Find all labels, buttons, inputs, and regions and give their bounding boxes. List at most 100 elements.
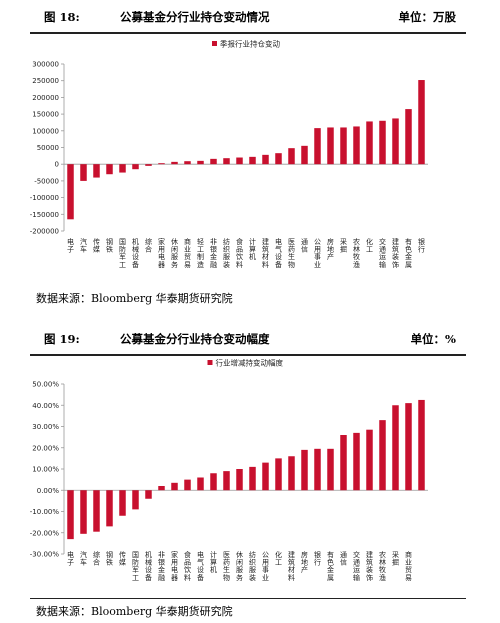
x-category-label: 采掘 [340,237,347,254]
x-category-label: 银行 [314,550,321,567]
bar [405,403,412,491]
x-category-label: 食品饮料 [184,550,191,582]
x-category-label: 计算机 [249,237,256,261]
y-tick-label: 20.00% [32,444,59,452]
bar [314,448,321,491]
bar [392,405,399,491]
figure-number: 图 18: [44,10,80,24]
x-category-label: 汽车 [80,237,87,254]
bar [301,449,308,491]
x-category-label: 商业贸易 [184,237,191,269]
y-tick-label: 40.00% [32,402,59,410]
bar [158,486,165,491]
bar [145,490,152,499]
x-category-label: 传媒 [93,237,100,254]
figure-title: 公募基金分行业持仓变动幅度 [120,332,270,346]
x-category-label: 休闲服务 [236,550,243,582]
x-category-label: 公用事业 [314,238,321,269]
x-category-label: 商业贸易 [405,550,412,582]
x-category-label: 轻工制造 [197,237,204,269]
y-tick-label: 100000 [32,127,59,135]
data-source-note: 数据来源：Bloomberg 华泰期货研究院 [36,605,233,618]
x-category-label: 非银金融 [158,550,165,582]
bar [301,145,308,165]
bar [93,164,100,178]
bar [392,118,399,165]
x-category-label: 综合 [145,237,152,254]
bar [379,120,386,165]
figure-number: 图 19: [44,332,80,346]
bar [353,432,360,491]
y-tick-label: -10.00% [30,508,60,516]
x-category-label: 纺织服装 [223,237,230,269]
y-tick-label: -30.00% [30,551,60,559]
bottom-rule [30,598,466,599]
x-category-label: 电子 [67,550,74,567]
bar [80,164,87,181]
bar [171,482,178,491]
legend-label: 行业增减持变动幅度 [216,358,284,368]
y-tick-label: -50000 [34,177,59,185]
bar [418,399,425,491]
x-category-label: 建筑装饰 [392,237,399,269]
bar [145,164,152,166]
data-source-note: 数据来源：Bloomberg 华泰期货研究院 [36,292,233,305]
holding-change-pct-bar-chart: 行业增减持变动幅度 -30.00% -20.00% -10.00% 0.00% 10.00… [30,358,428,582]
x-category-label: 电气设备 [275,237,282,269]
x-category-label: 休闲服务 [171,237,178,269]
bar [236,157,243,165]
x-category-label: 化工 [366,237,373,254]
x-category-label: 公用事业 [262,551,269,582]
bar [262,462,269,491]
x-category-label: 交通运输 [353,550,360,582]
x-category-label: 钢铁 [106,550,113,567]
bar [67,490,74,540]
bar [106,490,113,527]
x-category-label: 综合 [93,550,100,567]
y-tick-label: 50000 [37,144,59,152]
x-category-label: 国防军工 [132,551,139,582]
y-tick-label: -150000 [30,211,59,219]
bar [405,109,412,165]
bar [327,448,334,491]
figure-19-header: 图 19: 公募基金分行业持仓变动幅度 单位：% [30,328,466,356]
x-category-label: 家用电器 [158,237,165,269]
y-tick-label: -20.00% [30,529,60,537]
figure-unit: 单位：% [410,332,456,346]
x-category-label: 计算机 [210,550,217,574]
y-tick-label: 150000 [32,111,59,119]
x-category-label: 交通运输 [379,237,386,269]
figure-title: 公募基金分行业持仓变动情况 [120,10,270,24]
x-category-label: 非银金融 [210,237,217,269]
bar [275,458,282,491]
bar [236,469,243,491]
bar [249,156,256,165]
y-tick-label: 300000 [32,61,59,69]
bar [80,490,87,534]
y-tick-label: 200000 [32,94,59,102]
x-category-label: 医药生物 [288,238,295,269]
bar [132,490,139,510]
bar [93,490,100,532]
x-category-label: 房地产 [301,550,308,574]
legend-swatch [212,41,217,46]
bar [366,429,373,491]
y-tick-label: 30.00% [32,423,59,431]
x-category-label: 机械设备 [145,550,152,582]
bar [171,161,178,165]
x-category-label: 纺织服装 [249,550,256,582]
bar [184,161,191,165]
x-category-label: 传媒 [119,550,126,567]
x-category-label: 医药生物 [223,551,230,582]
x-category-label: 银行 [418,237,425,254]
bar [314,128,321,165]
legend-label: 季报行业持仓变动 [220,39,280,49]
x-category-label: 化工 [275,550,282,567]
bar [223,158,230,165]
bar [210,473,217,491]
x-category-label: 有色金属 [327,550,334,582]
y-tick-label: 50.00% [32,381,59,389]
bar [197,477,204,491]
x-category-label: 钢铁 [106,237,113,254]
x-category-label: 有色金属 [405,237,412,269]
